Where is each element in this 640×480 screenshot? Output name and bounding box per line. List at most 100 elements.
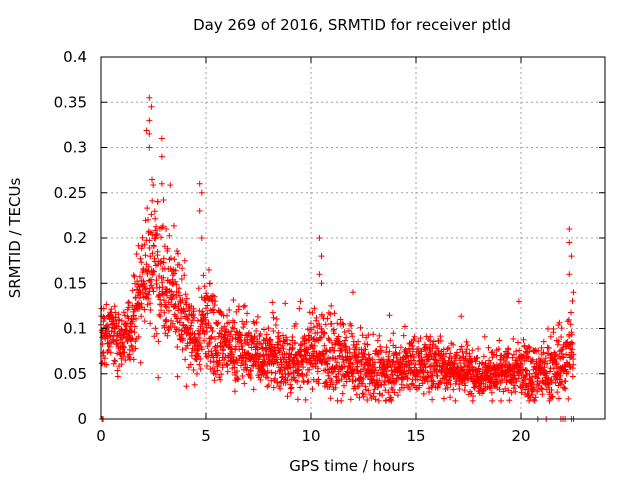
data-point (515, 339, 521, 346)
data-point (550, 365, 557, 372)
data-point (306, 366, 313, 373)
data-point (357, 324, 364, 331)
data-point (333, 364, 339, 371)
data-point (303, 372, 310, 378)
data-point (548, 379, 555, 386)
data-point (199, 346, 205, 353)
data-point (224, 312, 230, 319)
data-point (371, 359, 378, 366)
data-point (201, 327, 207, 334)
data-point (211, 293, 218, 300)
data-point (465, 376, 472, 383)
data-point (181, 257, 188, 264)
data-point (114, 367, 121, 374)
data-point (160, 223, 166, 230)
ticks-layer: 0 5 10 15 20 0 0.05 0.1 0.15 0.2 0.25 0.3 0.35 0.4 (54, 48, 605, 445)
data-point (168, 255, 174, 262)
chart-title: Day 269 of 2016, SRMTID for receiver ptl… (193, 16, 511, 34)
data-point (107, 349, 114, 356)
data-point (137, 359, 144, 366)
data-point (198, 189, 205, 196)
data-point (175, 305, 182, 312)
data-point (558, 325, 565, 332)
data-point (489, 354, 496, 361)
data-point (246, 329, 252, 336)
data-point (308, 320, 314, 327)
data-point (308, 342, 315, 348)
data-point (269, 309, 276, 316)
data-point (549, 393, 556, 400)
data-point (175, 250, 181, 257)
data-point (110, 338, 117, 345)
data-point (280, 345, 287, 352)
data-point (162, 303, 169, 310)
data-point (182, 356, 189, 363)
data-point (424, 369, 431, 376)
data-point (205, 320, 212, 327)
data-point (163, 318, 170, 325)
data-point (212, 335, 218, 342)
x-tick-label: 20 (511, 427, 530, 445)
data-point (166, 232, 173, 239)
data-point (149, 176, 155, 183)
data-point (318, 280, 325, 287)
data-point (240, 303, 247, 310)
data-point (339, 390, 346, 397)
data-point (427, 333, 434, 340)
data-point (120, 353, 126, 360)
data-point (531, 384, 537, 391)
data-point (269, 341, 275, 348)
data-point (276, 349, 283, 356)
data-point (183, 295, 190, 302)
data-point (323, 379, 330, 386)
data-point (558, 334, 565, 340)
data-point (158, 135, 165, 142)
data-point (191, 314, 197, 321)
data-point (524, 367, 531, 374)
data-point (142, 286, 148, 293)
data-point (264, 375, 271, 381)
data-point (207, 280, 213, 287)
data-point (135, 333, 142, 340)
data-point (272, 350, 279, 357)
data-point (197, 355, 204, 362)
data-point (241, 302, 248, 309)
data-point (230, 297, 237, 303)
data-point (146, 94, 153, 101)
data-point (416, 382, 423, 389)
data-point (489, 397, 496, 404)
data-point (182, 291, 189, 298)
data-point (321, 383, 328, 390)
data-point (147, 300, 153, 307)
data-point (131, 273, 138, 280)
data-point (149, 250, 156, 257)
data-point (287, 385, 294, 392)
data-point (289, 346, 295, 353)
data-point (141, 241, 148, 248)
data-point (265, 325, 272, 332)
data-point (304, 349, 311, 356)
data-point (125, 315, 132, 322)
data-point (369, 373, 376, 380)
data-point (332, 355, 339, 362)
data-point (150, 268, 157, 275)
data-point (546, 368, 553, 375)
data-point (328, 302, 335, 309)
data-point (153, 330, 160, 337)
data-point (159, 284, 166, 291)
data-point (411, 354, 418, 361)
data-point (372, 396, 379, 403)
data-point (220, 350, 227, 357)
data-point (566, 271, 573, 278)
data-point (259, 345, 265, 352)
data-point (142, 285, 149, 292)
data-point (532, 347, 539, 354)
data-point (390, 330, 397, 337)
data-point (362, 383, 369, 390)
data-point (545, 325, 551, 332)
x-tick-label: 15 (406, 427, 425, 445)
data-point (275, 335, 282, 342)
data-point (494, 378, 501, 385)
data-point (531, 397, 538, 404)
data-point (277, 385, 284, 392)
